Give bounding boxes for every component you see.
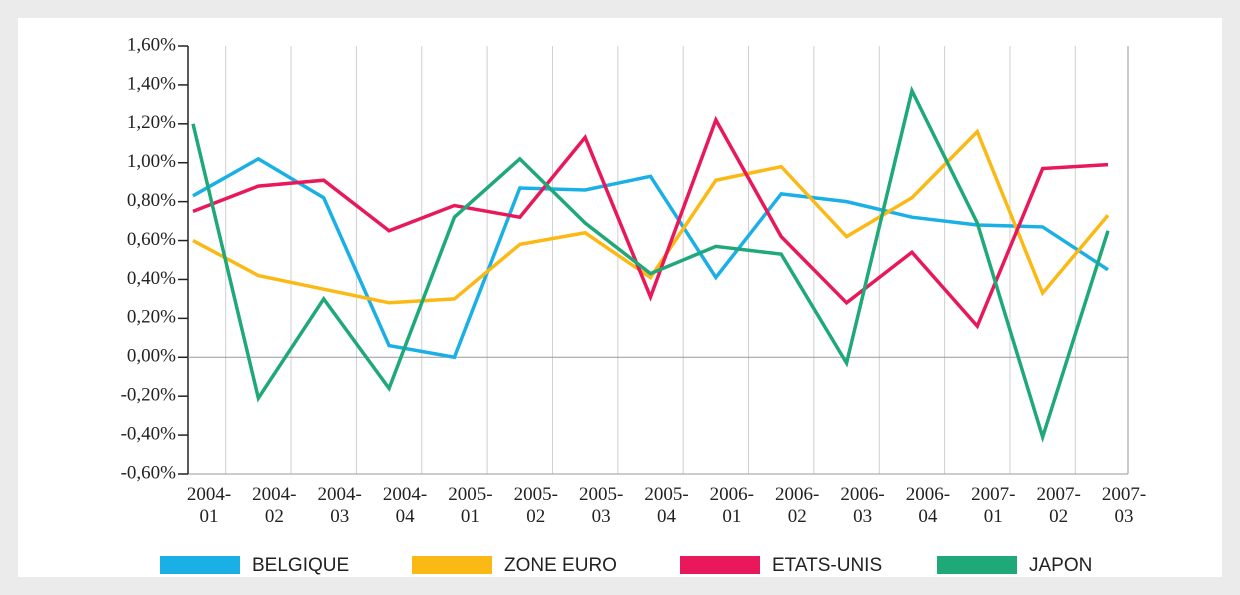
legend-swatch — [937, 556, 1017, 574]
x-tick-label: 2005- 01 — [448, 484, 493, 527]
y-tick-label: 0,00% — [127, 346, 176, 367]
y-tick-label: 0,20% — [127, 307, 176, 328]
y-tick-label: 0,40% — [127, 268, 176, 289]
series-line — [192, 128, 1110, 305]
y-tick-label: 1,60% — [127, 34, 176, 55]
x-tick-label: 2006- 02 — [775, 484, 820, 527]
x-tick-label: 2004- 04 — [382, 484, 428, 527]
x-tick-label: 2005- 04 — [644, 484, 689, 527]
series-line — [192, 115, 1109, 330]
legend-label: BELGIQUE — [252, 555, 349, 576]
x-tick-label: 2006- 03 — [840, 484, 885, 527]
y-tick-label: -0,40% — [121, 423, 177, 444]
x-tick-label: 2004- 01 — [186, 484, 232, 527]
x-tick-label: 2004- 02 — [252, 484, 297, 527]
x-tick-label: 2007- 03 — [1101, 484, 1147, 527]
legend-swatch — [412, 556, 492, 574]
x-tick-label: 2005- 02 — [513, 484, 558, 527]
y-tick-label: 0,80% — [127, 190, 176, 211]
legend-swatch — [160, 556, 240, 574]
series-line — [191, 85, 1110, 443]
y-tick-label: -0,60% — [121, 462, 177, 483]
x-tick-label: 2006- 04 — [905, 484, 951, 527]
y-tick-label: 1,20% — [127, 112, 176, 133]
y-tick-label: 0,60% — [127, 229, 176, 250]
x-tick-label: 2005- 03 — [578, 484, 624, 527]
x-tick-label: 2007- 01 — [971, 484, 1016, 527]
legend-swatch — [680, 556, 760, 574]
y-tick-label: 1,40% — [127, 73, 176, 94]
y-tick-label: 1,00% — [127, 151, 176, 172]
x-tick-label: 2006- 01 — [709, 484, 754, 527]
x-tick-label: 2007- 02 — [1036, 484, 1081, 527]
legend-label: ETATS-UNIS — [772, 555, 882, 576]
legend-label: JAPON — [1029, 555, 1092, 576]
legend-label: ZONE EURO — [504, 555, 617, 576]
panel — [18, 18, 1222, 577]
series-line — [192, 156, 1109, 360]
x-tick-label: 2004- 03 — [317, 484, 362, 527]
y-tick-label: -0,20% — [121, 385, 177, 406]
